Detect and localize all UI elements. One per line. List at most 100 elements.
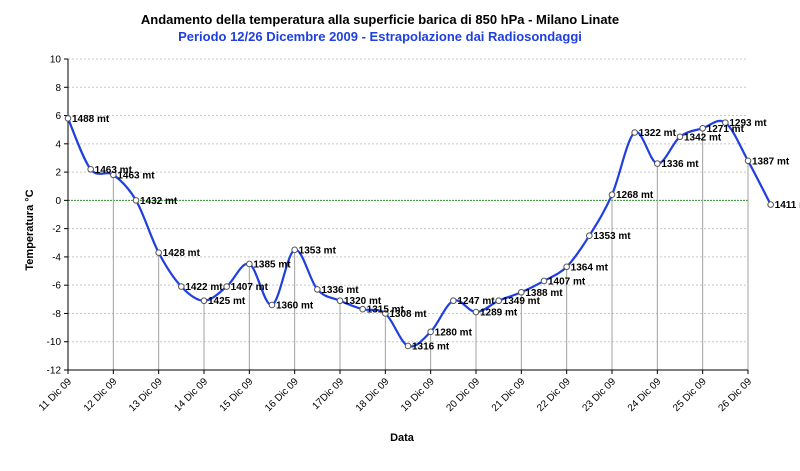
- data-point: [200, 297, 208, 305]
- data-point: [540, 277, 548, 285]
- data-label: 1463 mt: [117, 170, 155, 181]
- x-tick-label: 23 Dic 09: [580, 376, 618, 414]
- data-label: 1336 mt: [321, 285, 359, 296]
- y-tick-label: -12: [47, 366, 62, 377]
- data-label: 1385 mt: [253, 259, 291, 270]
- data-point: [314, 286, 321, 293]
- chart-subtitle: Periodo 12/26 Dicembre 2009 - Estrapolaz…: [178, 29, 582, 44]
- temperature-series-path: [66, 117, 772, 348]
- data-point: [472, 308, 480, 316]
- y-tick-label: 2: [55, 168, 61, 179]
- data-label: 1425 mt: [208, 296, 246, 307]
- data-point: [676, 133, 684, 141]
- data-point: [631, 129, 638, 136]
- series-line: [64, 115, 774, 350]
- x-tick-label: 16 Dic 09: [263, 376, 301, 414]
- data-label: 1308 mt: [389, 309, 427, 320]
- data-point: [382, 310, 389, 317]
- data-point: [450, 297, 457, 305]
- data-label: 1289 mt: [480, 308, 518, 319]
- data-point: [563, 263, 570, 271]
- data-label: 1316 mt: [412, 341, 450, 352]
- data-point: [744, 157, 752, 165]
- drop-lines: [67, 118, 749, 370]
- data-label: 1432 mt: [140, 196, 178, 207]
- data-label: 1407 mt: [548, 276, 586, 287]
- data-point: [495, 297, 502, 305]
- data-label: 1342 mt: [684, 132, 722, 143]
- x-tick-label: 15 Dic 09: [218, 376, 256, 414]
- y-axis-label: Temperatura °C: [24, 189, 36, 270]
- data-point: [654, 160, 661, 167]
- grid-lines: [68, 58, 748, 371]
- data-point: [87, 165, 94, 173]
- y-tick-label: -4: [52, 252, 61, 263]
- data-point: [699, 124, 706, 132]
- data-label: 1407 mt: [231, 282, 269, 293]
- data-label: 1422 mt: [185, 282, 223, 293]
- data-point: [178, 283, 185, 290]
- y-tick-label: -8: [52, 309, 61, 320]
- data-point: [722, 119, 729, 126]
- data-point: [586, 232, 593, 240]
- x-tick-label: 26 Dic 09: [716, 376, 754, 414]
- data-label: 1428 mt: [163, 248, 201, 259]
- data-point: [518, 288, 525, 296]
- data-point: [246, 260, 253, 268]
- data-point: [767, 201, 774, 208]
- data-point: [359, 305, 366, 313]
- y-tick-label: 0: [55, 196, 61, 207]
- data-label: 1336 mt: [661, 159, 699, 170]
- y-tick-label: -2: [52, 224, 61, 235]
- y-tick-label: 6: [55, 111, 61, 122]
- x-tick-label: 17Dic 09: [310, 376, 346, 412]
- data-label: 1353 mt: [593, 231, 631, 242]
- data-label: 1388 mt: [525, 288, 563, 299]
- y-tick-label: 8: [55, 83, 61, 94]
- x-tick-label: 12 Dic 09: [82, 376, 120, 414]
- data-point: [268, 301, 276, 309]
- x-axis-label: Data: [390, 432, 415, 444]
- data-label: 1353 mt: [299, 245, 337, 256]
- y-tick-label: -6: [52, 281, 61, 292]
- data-point: [132, 197, 140, 204]
- x-tick-label: 11 Dic 09: [37, 376, 74, 413]
- y-tick-label: 4: [55, 139, 61, 150]
- axes: -12 -10 -8 -6 -4 -2 0 2 4 6 8 10 11 Dic 09 12 Dic 09 1…: [37, 55, 754, 414]
- data-label: 1349 mt: [503, 296, 541, 307]
- data-point: [110, 171, 117, 179]
- data-label: 1247 mt: [457, 296, 495, 307]
- data-point: [155, 249, 162, 256]
- x-tick-label: 18 Dic 09: [354, 376, 392, 414]
- data-point: [404, 342, 412, 350]
- x-tick-label: 19 Dic 09: [399, 376, 437, 414]
- data-point: [64, 115, 72, 122]
- data-label: 1293 mt: [729, 118, 767, 129]
- data-label: 1463 mt: [95, 165, 133, 176]
- data-label: 1411 mt: [775, 200, 800, 211]
- data-label: 1280 mt: [435, 327, 473, 338]
- y-tick-label: -10: [47, 337, 62, 348]
- x-tick-label: 22 Dic 09: [535, 376, 573, 414]
- data-label: 1488 mt: [72, 114, 110, 125]
- data-label: 1271 mt: [707, 124, 745, 135]
- data-label: 1268 mt: [616, 190, 654, 201]
- x-tick-label: 25 Dic 09: [671, 376, 709, 414]
- chart-title: Andamento della temperatura alla superfi…: [141, 12, 619, 27]
- x-tick-label: 20 Dic 09: [444, 376, 482, 414]
- y-tick-label: 10: [50, 55, 62, 66]
- x-tick-label: 24 Dic 09: [626, 376, 664, 414]
- data-point: [608, 191, 616, 199]
- data-point: [291, 246, 298, 254]
- x-tick-label: 21 Dic 09: [490, 376, 528, 414]
- x-tick-label: 14 Dic 09: [172, 376, 210, 414]
- data-label: 1315 mt: [367, 305, 405, 316]
- data-label: 1320 mt: [344, 296, 382, 307]
- data-label: 1387 mt: [752, 156, 790, 167]
- data-point: [427, 328, 434, 336]
- data-label: 1360 mt: [276, 300, 314, 311]
- data-point: [223, 283, 230, 290]
- data-point: [336, 297, 344, 305]
